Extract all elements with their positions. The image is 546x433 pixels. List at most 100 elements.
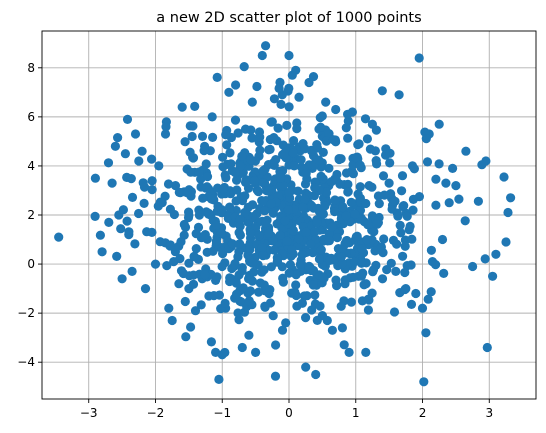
scatter-point (355, 160, 365, 170)
scatter-point (310, 290, 320, 300)
scatter-point (207, 194, 217, 204)
scatter-point (268, 311, 278, 321)
scatter-point (297, 250, 307, 260)
scatter-point (232, 185, 242, 195)
scatter-point (394, 90, 404, 100)
scatter-point (254, 287, 264, 297)
scatter-point (90, 211, 100, 221)
scatter-point (90, 173, 100, 183)
scatter-point (300, 194, 310, 204)
scatter-point (310, 183, 320, 193)
scatter-point (160, 129, 171, 139)
scatter-point (426, 245, 436, 255)
scatter-point (126, 174, 136, 184)
scatter-point (259, 265, 269, 275)
scatter-point (255, 145, 265, 155)
scatter-point (454, 194, 464, 204)
scatter-point (400, 267, 410, 278)
scatter-point (201, 207, 211, 217)
scatter-point (191, 244, 201, 254)
scatter-point (292, 301, 302, 311)
scatter-point (150, 259, 161, 269)
scatter-point (353, 189, 363, 199)
scatter-point (97, 247, 107, 257)
scatter-point (211, 220, 221, 230)
scatter-point (185, 147, 195, 157)
scatter-point (444, 198, 454, 208)
scatter-point (361, 347, 371, 357)
scatter-point (196, 182, 206, 192)
scatter-point (363, 294, 373, 304)
scatter-point (359, 280, 369, 290)
scatter-point (336, 252, 346, 262)
scatter-point (130, 129, 141, 139)
scatter-point (421, 134, 431, 144)
scatter-point (391, 266, 401, 276)
scatter-point (139, 182, 150, 192)
scatter-point (170, 181, 181, 191)
scatter-point (147, 227, 157, 237)
scatter-point (120, 149, 130, 159)
scatter-point (258, 166, 268, 176)
scatter-point (296, 259, 306, 269)
scatter-point (258, 251, 268, 261)
scatter-point (461, 146, 471, 156)
scatter-point (296, 155, 306, 165)
scatter-point (308, 280, 318, 290)
scatter-point (279, 148, 289, 159)
scatter-point (291, 280, 301, 290)
scatter-point (332, 233, 342, 243)
scatter-point (340, 275, 350, 285)
scatter-point (343, 133, 353, 143)
scatter-point (200, 230, 210, 240)
scatter-point (348, 169, 358, 179)
scatter-point (134, 156, 144, 166)
scatter-point (421, 328, 431, 338)
scatter-point (331, 275, 341, 285)
x-tick-label: 0 (285, 406, 293, 420)
scatter-point (177, 102, 187, 112)
scatter-point (288, 148, 298, 158)
scatter-point (405, 221, 415, 231)
scatter-point (181, 332, 191, 342)
scatter-point (300, 144, 310, 154)
scatter-point (284, 102, 294, 112)
scatter-point (233, 308, 243, 318)
scatter-point (147, 154, 157, 164)
scatter-point (346, 197, 356, 207)
scatter-point (161, 122, 171, 132)
y-tick-label: 6 (27, 110, 35, 124)
scatter-point (163, 179, 174, 189)
scatter-point (235, 230, 245, 240)
scatter-point (221, 173, 231, 183)
scatter-point (299, 291, 309, 301)
scatter-point (400, 284, 410, 295)
scatter-point (431, 174, 441, 184)
scatter-point (237, 151, 247, 161)
scatter-point (275, 173, 286, 183)
scatter-point (271, 340, 281, 350)
scatter-point (409, 164, 419, 174)
scatter-point (190, 306, 201, 316)
scatter-point (193, 222, 204, 232)
scatter-point (226, 159, 236, 169)
scatter-point (130, 239, 140, 249)
scatter-point (387, 204, 397, 214)
scatter-point (212, 72, 222, 82)
scatter-point (118, 205, 128, 215)
scatter-point (389, 307, 400, 317)
scatter-point (317, 111, 327, 121)
scatter-point (298, 202, 308, 213)
scatter-point (408, 205, 418, 215)
scatter-point (220, 347, 230, 358)
scatter-point (237, 342, 247, 353)
scatter-point (306, 239, 316, 249)
scatter-point (318, 147, 328, 157)
scatter-point (218, 162, 228, 172)
scatter-point (110, 141, 120, 151)
scatter-point (499, 172, 509, 182)
scatter-point (224, 211, 234, 222)
scatter-point (281, 318, 291, 328)
scatter-point (491, 249, 501, 259)
scatter-point (178, 268, 188, 279)
